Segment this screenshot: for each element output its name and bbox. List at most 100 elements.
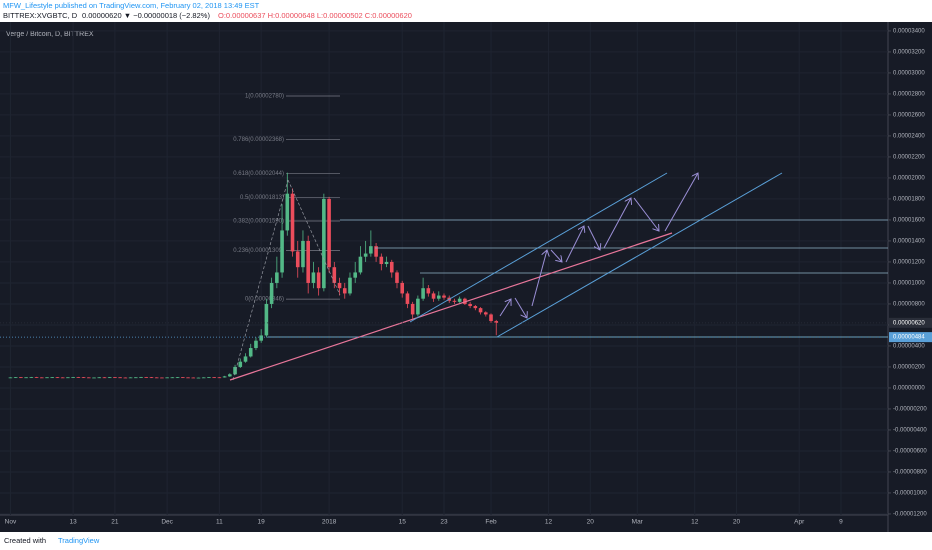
- candle-body: [426, 288, 431, 294]
- candle-body: [196, 377, 201, 379]
- header: MFW_Lifestyle published on TradingView.c…: [3, 1, 260, 10]
- candle-body: [468, 303, 472, 307]
- candle-body: [374, 246, 378, 257]
- candle-body: [483, 312, 488, 315]
- symbol: BITTREX:XVGBTC, D: [3, 11, 78, 20]
- candle-body: [389, 261, 394, 273]
- y-tick-label: 0.00001000: [893, 281, 925, 287]
- fib-label: 0.5(0.00001813): [240, 195, 284, 201]
- candle-body: [87, 377, 91, 379]
- footer-bar: [0, 532, 932, 550]
- footer-brand: TradingView: [58, 536, 100, 545]
- candle-body: [222, 376, 227, 378]
- candle-body: [13, 377, 18, 379]
- candle-body: [395, 272, 399, 283]
- y-tick-label: -0.00000800: [893, 470, 927, 476]
- y-tick-label: 0.00000000: [893, 386, 925, 392]
- y-tick-label: 0.00003000: [893, 71, 925, 77]
- candle-body: [384, 261, 389, 265]
- ohlc-line: O:0.00000637 H:0.00000648 L:0.00000502 C…: [218, 11, 412, 20]
- candle-body: [212, 377, 216, 379]
- candle-body: [290, 193, 295, 252]
- drawings: [229, 173, 888, 381]
- candle-body: [71, 377, 75, 378]
- y-tick-label: 0.00003200: [893, 50, 925, 56]
- x-tick-label: 20: [587, 519, 595, 526]
- candle-body: [81, 377, 86, 379]
- candle-body: [436, 295, 441, 299]
- header-bar: [0, 0, 932, 22]
- candle-body: [19, 377, 23, 379]
- y-tick-label: 0.00001800: [893, 197, 925, 203]
- fib-label: 1(0.00002780): [245, 94, 284, 100]
- candle-body: [186, 377, 190, 379]
- candle-body: [144, 377, 149, 378]
- x-tick-label: 19: [258, 519, 266, 526]
- x-tick-label: 12: [545, 519, 553, 526]
- candle-body: [66, 377, 70, 379]
- x-tick-label: 21: [111, 519, 119, 526]
- candle-body: [29, 377, 34, 378]
- x-tick-label: 12: [691, 519, 699, 526]
- fib-label: 0.618(0.00002044): [233, 171, 284, 177]
- y-tick-label: 0.00002200: [893, 155, 925, 161]
- candle-body: [306, 240, 310, 283]
- candle-body: [457, 298, 462, 302]
- candle-body: [201, 377, 206, 379]
- y-tick-label: 0.00001600: [893, 218, 925, 224]
- y-tick-label: 0.00001400: [893, 239, 925, 245]
- candle-body: [60, 377, 65, 379]
- candle-body: [170, 377, 175, 379]
- candle-body: [248, 348, 253, 357]
- candle-body: [118, 377, 122, 379]
- x-tick-label: Apr: [794, 519, 805, 526]
- candle-body: [400, 282, 405, 294]
- plot: 0.00003400 0.00003200 0.00003000 0.00002800…: [0, 22, 927, 526]
- x-tick-label: 20: [733, 519, 741, 526]
- candle-body: [123, 377, 128, 379]
- plot-background: [0, 22, 932, 532]
- candle-body: [369, 246, 373, 254]
- candle-body: [363, 253, 368, 257]
- candle-body: [45, 377, 49, 379]
- y-tick-label: -0.00000400: [893, 428, 927, 434]
- y-tick-label: 0.00002400: [893, 134, 925, 140]
- price-label-box: [889, 332, 932, 343]
- candle-body: [405, 293, 410, 304]
- price-label-box: [889, 317, 932, 328]
- candle-body: [217, 377, 222, 379]
- candle-body: [175, 377, 180, 379]
- candle-body: [34, 377, 39, 378]
- candle-body: [207, 377, 211, 379]
- candle-body: [358, 256, 363, 273]
- y-tick-label: 0.00000400: [893, 344, 925, 350]
- x-tick-label: 15: [399, 519, 407, 526]
- price-label: 0.00000620: [893, 320, 925, 326]
- chart-title: Verge / Bitcoin, D, BITTREX: [6, 31, 94, 38]
- candle-body: [264, 303, 269, 336]
- candle-body: [24, 377, 28, 379]
- candle-body: [379, 256, 384, 265]
- candle-body: [332, 267, 337, 283]
- candle-body: [295, 251, 300, 268]
- candle-body: [154, 377, 159, 379]
- candle-body: [160, 377, 164, 379]
- y-tick-label: 0.00000200: [893, 365, 925, 371]
- candle-body: [431, 293, 436, 299]
- y-tick-label: -0.00000200: [893, 407, 927, 413]
- candle-body: [134, 377, 138, 379]
- candle-body: [238, 361, 243, 367]
- candle-body: [478, 308, 483, 313]
- candle-body: [228, 374, 232, 377]
- candle-body: [322, 198, 326, 289]
- candle-body: [275, 272, 279, 283]
- candle-body: [50, 377, 55, 379]
- candle-body: [489, 314, 493, 322]
- candle-body: [165, 377, 169, 379]
- candle-body: [39, 377, 44, 379]
- footer: Created with: [4, 536, 46, 545]
- y-tick-label: 0.00000800: [893, 302, 925, 308]
- candle-body: [410, 303, 415, 315]
- candle-body: [316, 272, 321, 289]
